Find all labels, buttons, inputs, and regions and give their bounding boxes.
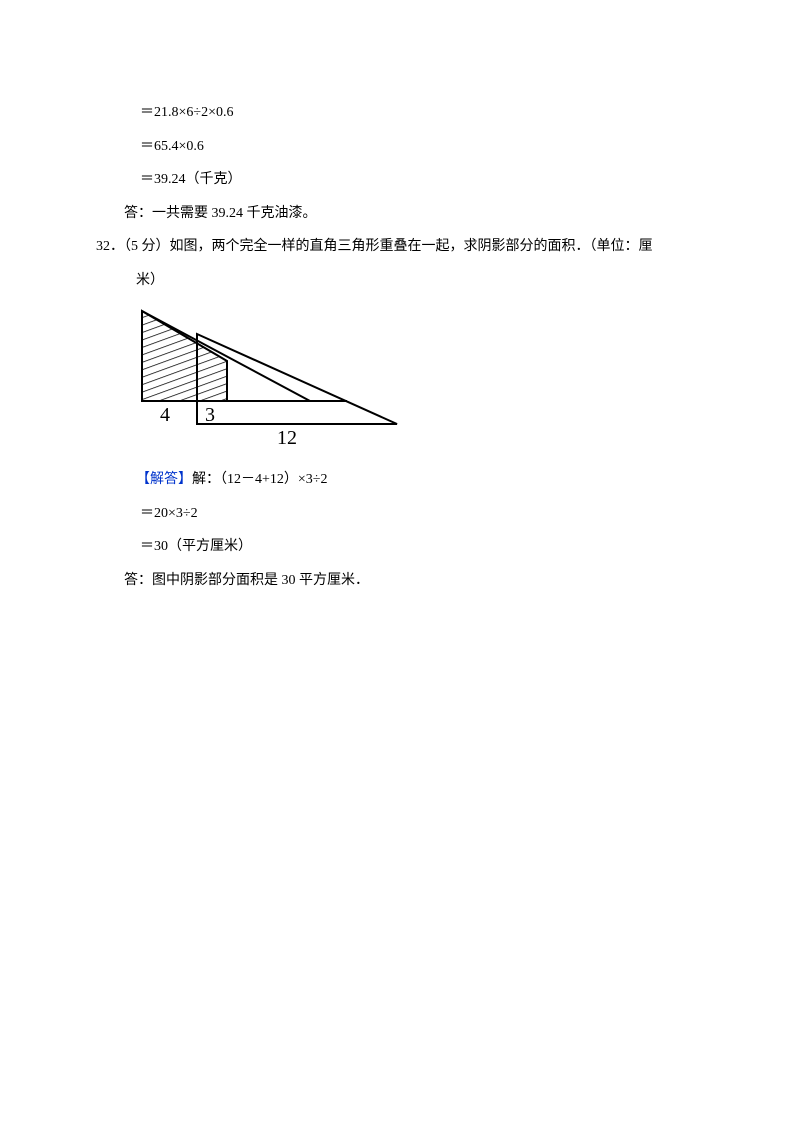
solution-label: 【解答】 [136,472,192,487]
solution-first: 解：（12－4+12）×3÷2 [192,472,327,487]
problem-text: 如图，两个完全一样的直角三角形重叠在一起，求阴影部分的面积．（单位：厘 [170,239,653,254]
calc-step: ＝39.24（千克） [140,163,703,197]
problem-points: （5 分） [124,239,170,254]
figure-label-4: 4 [160,404,170,426]
calc-step: ＝20×3÷2 [140,497,703,531]
solution-line-1: 【解答】解：（12－4+12）×3÷2 [136,463,703,497]
problem-32-stem: 32．（5 分）如图，两个完全一样的直角三角形重叠在一起，求阴影部分的面积．（单… [136,230,703,264]
figure-label-12: 12 [277,427,297,446]
answer-line: 答：图中阴影部分面积是 30 平方厘米． [124,564,703,598]
answer-line: 答：一共需要 39.24 千克油漆。 [124,197,703,231]
triangle-diagram: 4 3 12 [132,306,412,446]
page-content: ＝21.8×6÷2×0.6 ＝65.4×0.6 ＝39.24（千克） 答：一共需… [0,0,793,598]
calc-step: ＝21.8×6÷2×0.6 [140,96,703,130]
calc-step: ＝30（平方厘米） [140,530,703,564]
calc-step: ＝65.4×0.6 [140,130,703,164]
problem-32-figure: 4 3 12 [132,306,703,460]
figure-label-3: 3 [205,404,215,426]
problem-32-stem-cont: 米） [136,264,703,298]
problem-number: 32． [96,239,124,254]
